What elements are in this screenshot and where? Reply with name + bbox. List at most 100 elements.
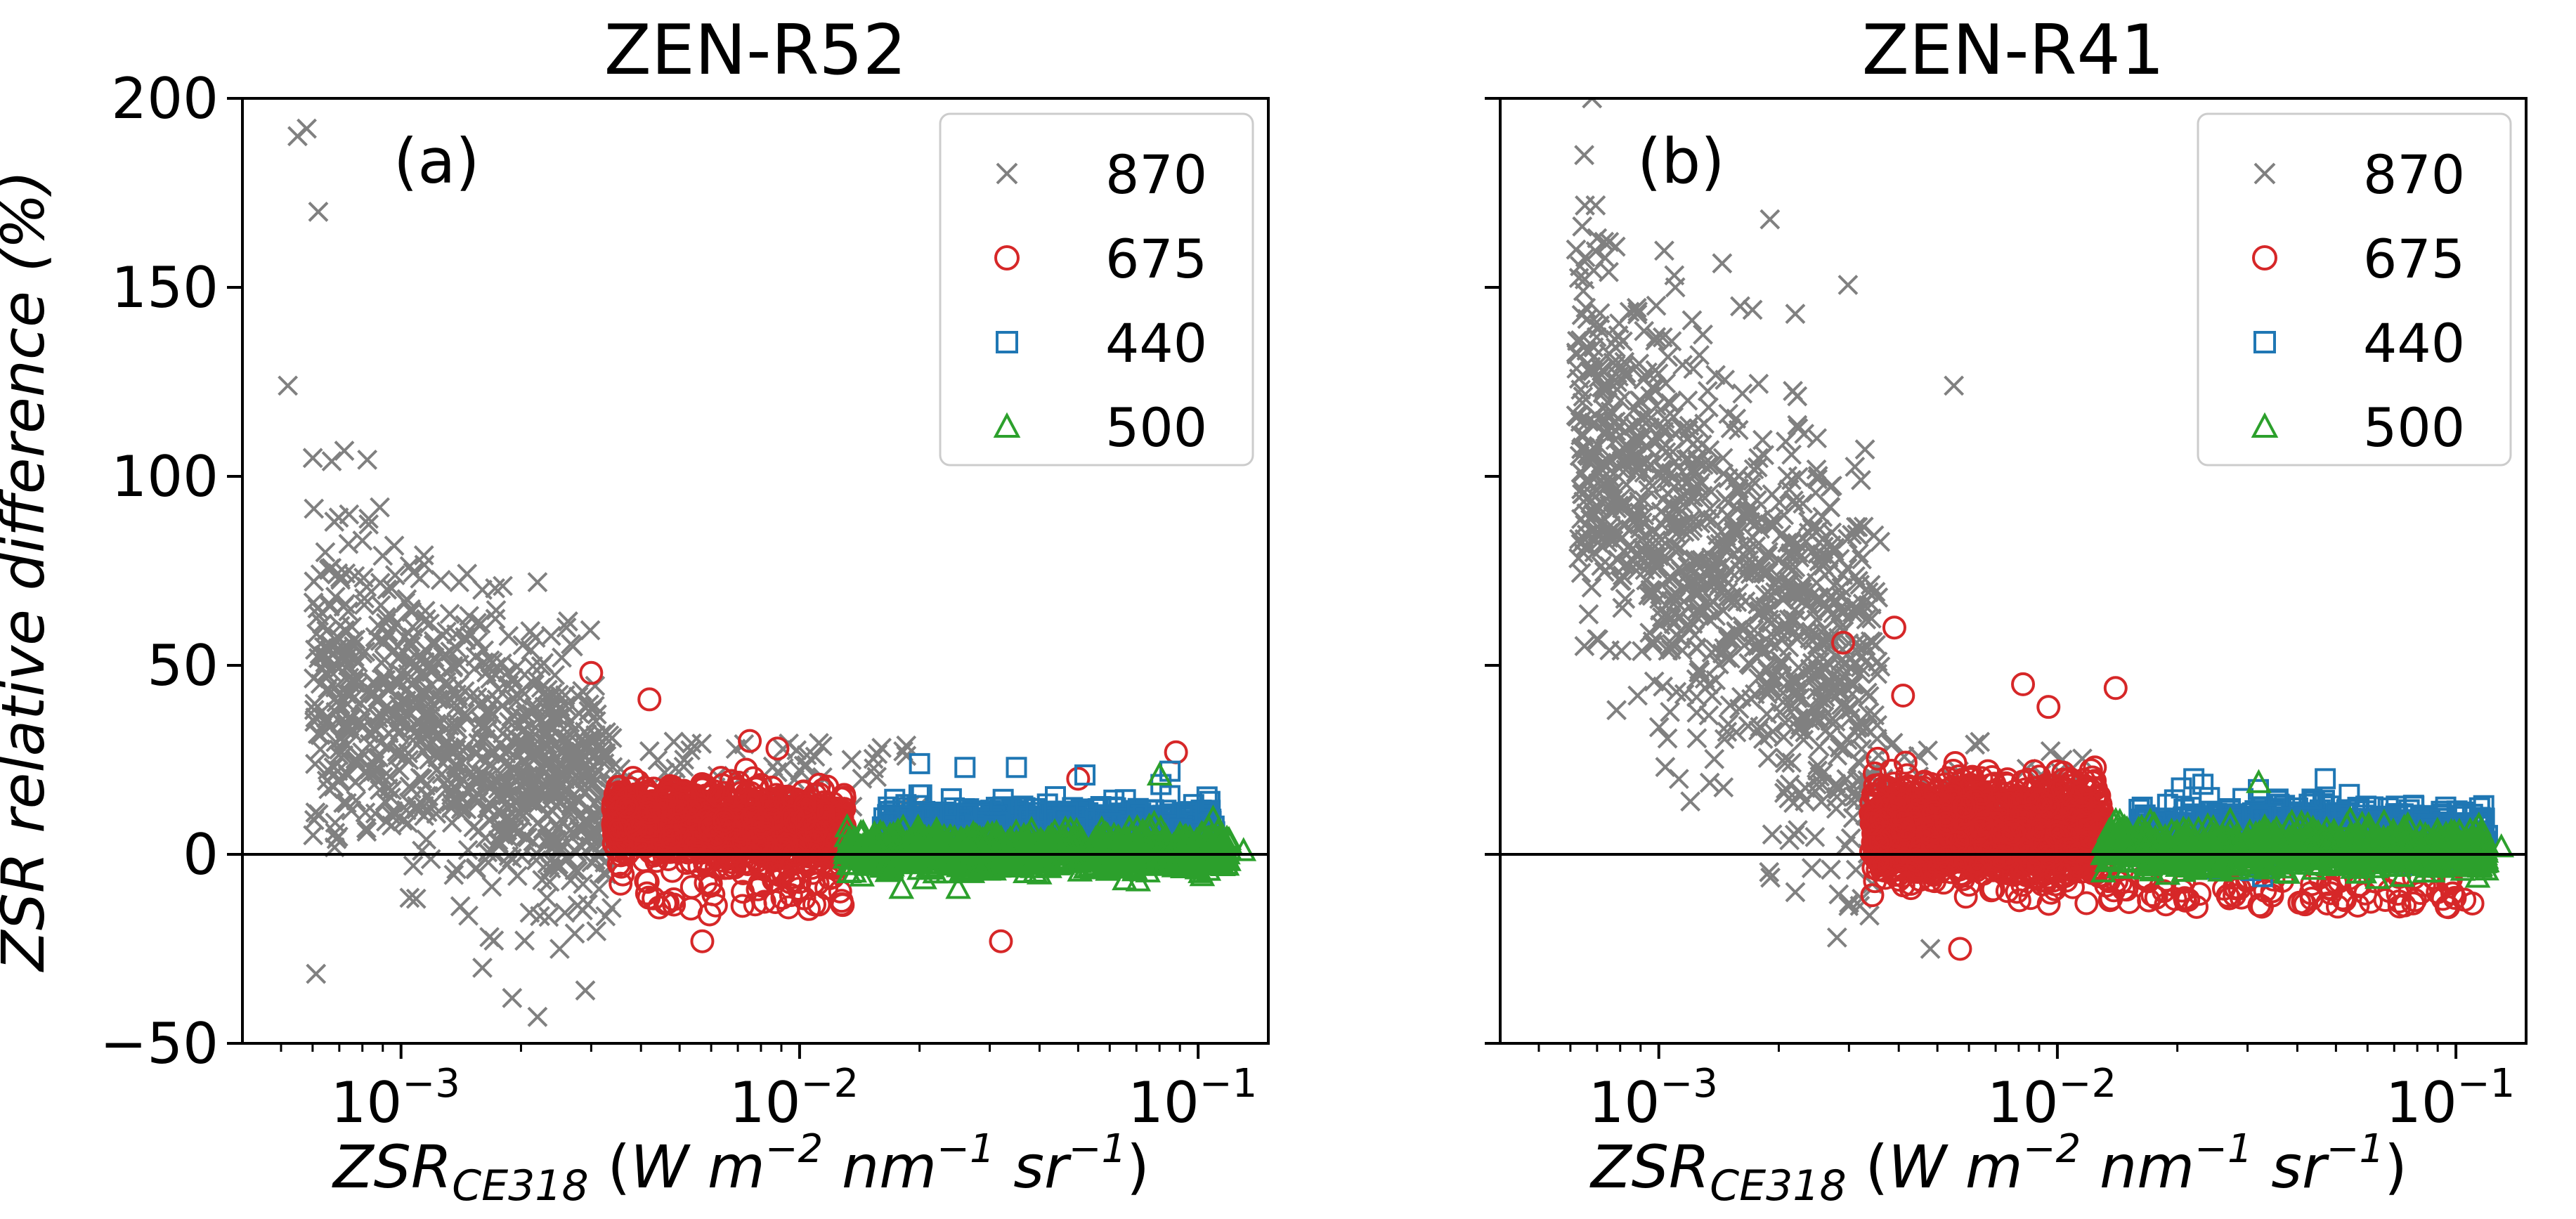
data-point <box>1054 835 1080 861</box>
data-point <box>578 894 598 915</box>
data-point <box>528 769 549 790</box>
data-point <box>368 747 389 768</box>
data-point <box>308 201 329 222</box>
data-point <box>372 545 393 566</box>
data-point <box>1585 195 1606 216</box>
data-point <box>468 631 489 652</box>
data-point <box>412 647 433 668</box>
data-point <box>765 736 790 761</box>
y-axis-title: ZSR relative difference (%) <box>0 170 58 972</box>
data-point <box>1116 814 1143 839</box>
data-point <box>564 860 585 880</box>
data-point <box>1698 705 1719 726</box>
data-point <box>324 511 345 532</box>
y-tick-label: −50 <box>100 1011 219 1076</box>
data-point <box>609 871 633 896</box>
data-point <box>1730 296 1750 317</box>
y-tick-label: 100 <box>111 444 219 509</box>
data-point <box>954 757 976 778</box>
data-point <box>479 927 500 948</box>
legend-label: 870 <box>1105 143 1207 206</box>
data-point <box>1686 702 1707 723</box>
data-point <box>1677 390 1698 411</box>
data-point <box>526 669 546 690</box>
data-point <box>523 656 543 677</box>
x-axis-title: ZSRCE318 (W m−2 nm−1 sr−1) <box>332 1126 1150 1211</box>
data-point <box>790 760 810 781</box>
data-point <box>637 687 662 712</box>
data-point <box>1831 578 1852 598</box>
data-point <box>1882 732 1904 753</box>
data-point <box>446 859 467 880</box>
data-point <box>1804 826 1826 847</box>
data-point <box>1694 413 1715 434</box>
data-point <box>673 756 694 777</box>
data-point <box>1918 740 1939 761</box>
data-point <box>370 594 391 615</box>
data-point <box>1826 927 1847 948</box>
data-point <box>430 570 451 590</box>
data-point <box>432 625 453 646</box>
data-point <box>538 906 559 927</box>
data-point <box>1594 561 1615 582</box>
data-point <box>1063 848 1089 873</box>
data-point <box>1660 393 1681 414</box>
data-point <box>1114 789 1136 811</box>
y-axis-title-text: ZSR relative difference (%) <box>0 170 58 972</box>
data-point <box>297 118 317 139</box>
data-point <box>1698 397 1719 418</box>
data-point <box>1702 454 1723 475</box>
data-point <box>386 669 407 690</box>
data-point <box>1615 588 1636 609</box>
data-point <box>1738 715 1759 736</box>
data-point <box>679 875 704 899</box>
legend-label: 500 <box>1105 396 1207 459</box>
data-point <box>1801 858 1822 878</box>
series-675 <box>1830 615 2485 961</box>
data-point <box>1762 824 1783 845</box>
data-point <box>471 729 492 749</box>
data-point <box>637 800 661 825</box>
data-point <box>1627 685 1648 706</box>
data-point <box>708 766 733 790</box>
data-point <box>433 646 453 667</box>
data-point <box>553 811 573 833</box>
data-point <box>717 844 741 868</box>
data-point <box>375 606 396 627</box>
data-point <box>333 731 354 752</box>
data-point <box>436 671 457 692</box>
data-point <box>1026 860 1053 885</box>
data-point <box>377 579 398 600</box>
data-point <box>1681 310 1703 331</box>
data-point <box>446 696 467 717</box>
data-point <box>928 843 954 868</box>
data-point <box>665 785 689 809</box>
data-point <box>486 600 507 620</box>
data-point <box>1216 829 1243 854</box>
data-point <box>539 871 560 892</box>
data-point <box>413 545 434 566</box>
series-500 <box>832 761 1257 899</box>
data-point <box>1742 299 1763 320</box>
data-point <box>477 704 498 725</box>
data-point <box>1748 373 1769 394</box>
data-point <box>412 741 434 762</box>
data-point <box>1774 752 1795 774</box>
data-point <box>1717 722 1738 742</box>
data-point <box>690 929 715 953</box>
data-point <box>1090 829 1117 854</box>
data-point <box>416 829 437 850</box>
data-point <box>835 859 862 883</box>
data-point <box>1732 383 1753 404</box>
data-point <box>1599 640 1620 660</box>
data-point <box>549 939 570 959</box>
data-point <box>663 731 684 752</box>
data-point <box>536 887 557 908</box>
data-point <box>575 767 596 788</box>
data-point <box>327 826 349 847</box>
data-point <box>449 572 470 593</box>
data-point <box>1164 740 1188 764</box>
data-point <box>498 674 519 696</box>
data-point <box>325 587 346 607</box>
